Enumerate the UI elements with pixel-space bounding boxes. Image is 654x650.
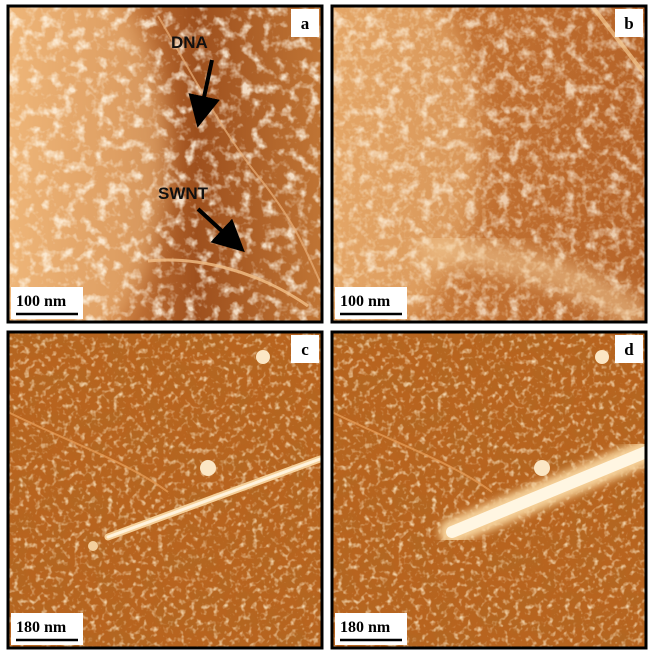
scale-bar-label: 100 nm — [16, 293, 67, 310]
figure: DNA SWNT a 100 nm b 100 nm — [0, 0, 654, 650]
annotation: DNA — [171, 33, 208, 52]
panel-label: d — [624, 340, 634, 359]
page: DNA SWNT a 100 nm b 100 nm — [0, 0, 654, 650]
panel-d: d 180 nm — [332, 332, 646, 648]
panel-label: c — [301, 340, 309, 359]
scale-bar-label: 180 nm — [16, 619, 67, 636]
scale-bar-label: 100 nm — [340, 293, 391, 310]
panel-c: c 180 nm — [8, 332, 322, 648]
annotation: SWNT — [158, 184, 209, 203]
panel-a: DNA SWNT a 100 nm — [0, 0, 322, 356]
panel-label: a — [301, 14, 310, 33]
scale-bar-label: 180 nm — [340, 619, 391, 636]
panel-label: b — [624, 14, 633, 33]
